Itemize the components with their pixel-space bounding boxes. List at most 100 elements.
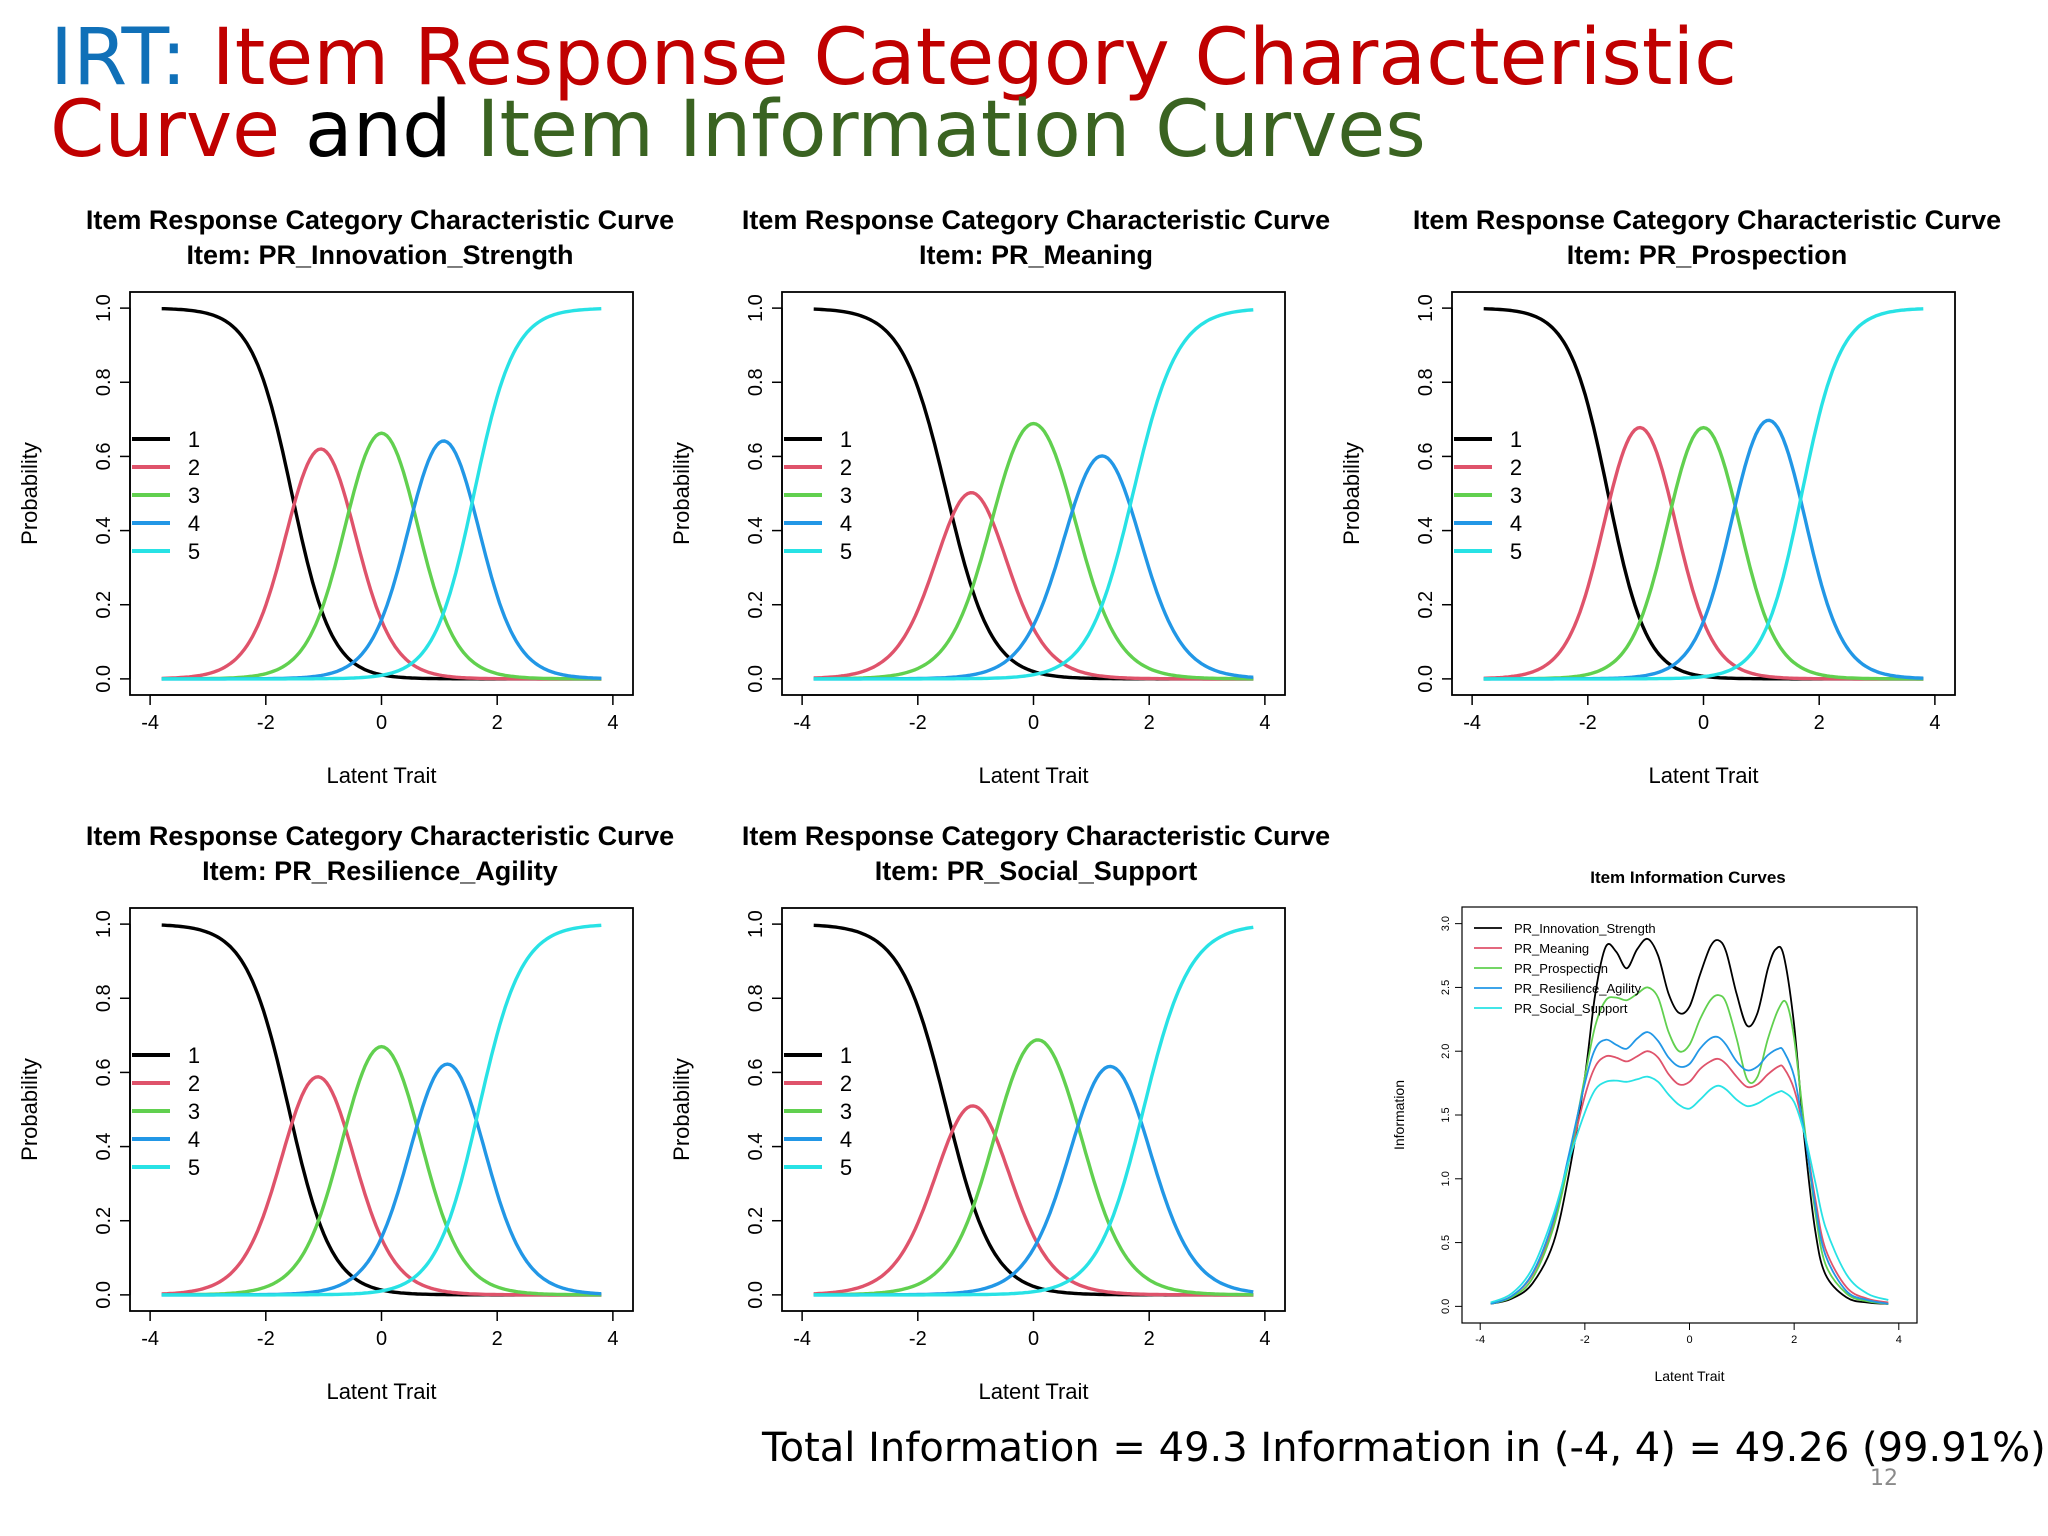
page-number: 12 [1870, 1466, 1898, 1491]
x-tick-label: -2 [909, 1328, 927, 1350]
chart-subtitle: Item: PR_Prospection [1567, 240, 1848, 270]
x-tick-label: -2 [1579, 712, 1597, 734]
category-curve-3 [1483, 425, 1924, 681]
category-curve-4 [1483, 418, 1924, 681]
category-curve-2 [1483, 425, 1924, 681]
title-part-iic: Item Information Curves [476, 85, 1426, 175]
y-tick-label: 3.0 [1440, 916, 1452, 931]
y-tick-label: 0.2 [745, 591, 767, 619]
title-part-and: and [280, 85, 477, 175]
category-curve-3 [813, 421, 1254, 681]
information-curve-2 [1490, 986, 1889, 1305]
x-tick-label: 4 [1896, 1334, 1902, 1346]
y-tick-label: 1.0 [1415, 294, 1437, 322]
legend-label: 5 [188, 539, 200, 564]
legend-label: 1 [188, 1043, 200, 1068]
y-tick-label: 1.0 [745, 910, 767, 938]
y-tick-label: 0.4 [745, 517, 767, 545]
y-tick-label: 0.0 [93, 665, 115, 693]
chart-title: Item Response Category Characteristic Cu… [86, 821, 674, 851]
category-curve-2 [813, 1104, 1254, 1297]
y-tick-label: 0.4 [1415, 517, 1437, 545]
y-tick-label: 2.5 [1440, 980, 1452, 995]
x-tick-label: 2 [1814, 712, 1825, 734]
y-tick-label: 0.6 [745, 443, 767, 471]
legend-label: 2 [840, 455, 852, 480]
y-tick-label: 1.0 [1440, 1171, 1452, 1186]
x-tick-label: -4 [1463, 712, 1481, 734]
y-tick-label: 0.8 [745, 368, 767, 396]
y-tick-label: 0.6 [745, 1059, 767, 1087]
legend-label: PR_Social_Support [1514, 1001, 1628, 1016]
x-tick-label: 2 [492, 712, 503, 734]
x-tick-label: -4 [793, 1328, 811, 1350]
y-tick-label: 1.0 [93, 910, 115, 938]
x-axis-label: Latent Trait [978, 1379, 1088, 1404]
y-tick-label: 0.8 [93, 984, 115, 1012]
title-irt: IRT: [50, 13, 187, 103]
chart-title: Item Information Curves [1590, 868, 1786, 887]
x-tick-label: 2 [1791, 1334, 1797, 1346]
y-tick-label: 0.6 [93, 1059, 115, 1087]
x-tick-label: -2 [257, 712, 275, 734]
plot-frame [129, 291, 634, 696]
legend-label: PR_Resilience_Agility [1514, 981, 1642, 996]
chart-subtitle: Item: PR_Innovation_Strength [186, 240, 573, 270]
legend-label: PR_Innovation_Strength [1514, 921, 1656, 936]
x-tick-label: 0 [376, 712, 387, 734]
x-tick-label: 4 [607, 1328, 618, 1350]
category-curve-3 [813, 1038, 1254, 1297]
chart-title: Item Response Category Characteristic Cu… [86, 205, 674, 235]
y-tick-label: 0.6 [1415, 443, 1437, 471]
legend-label: 2 [840, 1071, 852, 1096]
x-tick-label: 4 [1259, 712, 1270, 734]
legend-label: 2 [188, 455, 200, 480]
legend-label: 3 [840, 1099, 852, 1124]
y-tick-label: 2.0 [1440, 1044, 1452, 1059]
y-axis-label: Probability [17, 442, 42, 545]
category-curve-5 [813, 925, 1254, 1297]
legend-label: 5 [1510, 539, 1522, 564]
y-tick-label: 0.0 [745, 1281, 767, 1309]
legend-label: PR_Prospection [1514, 961, 1608, 976]
y-tick-label: 0.6 [93, 443, 115, 471]
category-curve-5 [1483, 307, 1924, 681]
category-curve-2 [161, 1075, 602, 1297]
total-information-note: Total Information = 49.3 Information in … [762, 1425, 2046, 1471]
x-tick-label: 4 [607, 712, 618, 734]
legend-label: 3 [840, 483, 852, 508]
legend-label: 2 [188, 1071, 200, 1096]
y-tick-label: 0.0 [745, 665, 767, 693]
legend-label: 5 [188, 1155, 200, 1180]
x-tick-label: 4 [1259, 1328, 1270, 1350]
information-curve-4 [1490, 1075, 1889, 1304]
y-tick-label: 0.2 [745, 1207, 767, 1235]
category-curve-4 [161, 439, 602, 681]
y-tick-label: 0.4 [93, 517, 115, 545]
legend-label: 4 [840, 511, 852, 536]
slide-title: IRT: Item Response Category Characterist… [50, 19, 1950, 169]
legend-label: 1 [840, 1043, 852, 1068]
x-tick-label: 0 [376, 1328, 387, 1350]
plot-frame [129, 907, 634, 1312]
legend-label: 2 [1510, 455, 1522, 480]
y-tick-label: 0.2 [93, 1207, 115, 1235]
y-tick-label: 1.5 [1440, 1107, 1452, 1122]
legend-label: 1 [840, 427, 852, 452]
y-tick-label: 0.4 [93, 1133, 115, 1161]
y-tick-label: 0.5 [1440, 1235, 1452, 1250]
chart-subtitle: Item: PR_Resilience_Agility [202, 856, 558, 886]
legend-label: PR_Meaning [1514, 941, 1589, 956]
chart-subtitle: Item: PR_Social_Support [875, 856, 1198, 886]
chart-title: Item Response Category Characteristic Cu… [1413, 205, 2001, 235]
y-tick-label: 1.0 [93, 294, 115, 322]
category-curve-5 [813, 308, 1254, 681]
legend-label: 5 [840, 539, 852, 564]
y-axis-label: Probability [1339, 442, 1364, 545]
category-curve-3 [161, 1044, 602, 1297]
y-axis-label: Information [1391, 1080, 1407, 1150]
chart-subtitle: Item: PR_Meaning [919, 240, 1153, 270]
legend-label: 5 [840, 1155, 852, 1180]
x-tick-label: 2 [1144, 1328, 1155, 1350]
